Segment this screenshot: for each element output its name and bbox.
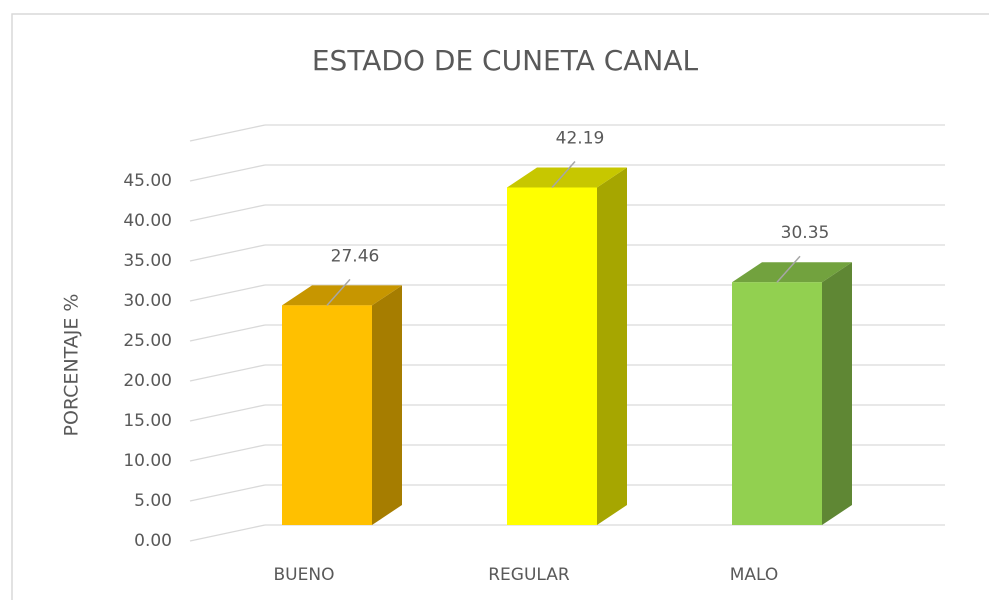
data-label: 27.46 — [331, 246, 380, 266]
y-tick-label: 25.00 — [123, 331, 172, 351]
y-tick-label: 0.00 — [134, 531, 172, 551]
leader-line — [551, 160, 576, 188]
grid-line — [189, 364, 266, 382]
y-tick-label: 40.00 — [123, 211, 172, 231]
y-tick-label: 5.00 — [134, 491, 172, 511]
grid-line — [189, 204, 266, 222]
data-label: 30.35 — [781, 223, 830, 243]
bar — [507, 187, 597, 526]
grid-line — [189, 444, 266, 462]
y-tick-label: 15.00 — [123, 411, 172, 431]
chart-title: ESTADO DE CUNETA CANAL — [312, 44, 699, 77]
grid-line — [189, 324, 266, 342]
bar — [732, 282, 822, 525]
data-label: 42.19 — [556, 128, 605, 148]
grid-line — [189, 164, 266, 182]
x-tick-label: REGULAR — [488, 565, 570, 585]
y-axis-label: PORCENTAJE % — [61, 294, 83, 437]
leader-line — [326, 278, 351, 306]
y-tick-label: 20.00 — [123, 371, 172, 391]
x-tick-label: MALO — [730, 565, 779, 585]
bar-top — [507, 167, 627, 188]
y-tick-label: 10.00 — [123, 451, 172, 471]
y-tick-label: 45.00 — [123, 171, 172, 191]
bar-side — [822, 262, 852, 525]
bar-side — [372, 285, 402, 525]
grid-line — [189, 484, 266, 502]
bar — [282, 305, 372, 525]
y-tick-label: 35.00 — [123, 251, 172, 271]
leader-line — [776, 255, 801, 283]
grid-line — [189, 284, 266, 302]
x-tick-label: BUENO — [274, 565, 335, 585]
grid-line — [189, 124, 266, 142]
y-tick-label: 30.00 — [123, 291, 172, 311]
bar-side — [597, 167, 627, 526]
bar-top — [732, 262, 852, 283]
grid-line — [189, 404, 266, 422]
bar-top — [282, 285, 402, 306]
grid-line — [189, 524, 266, 542]
grid-line — [189, 244, 266, 262]
